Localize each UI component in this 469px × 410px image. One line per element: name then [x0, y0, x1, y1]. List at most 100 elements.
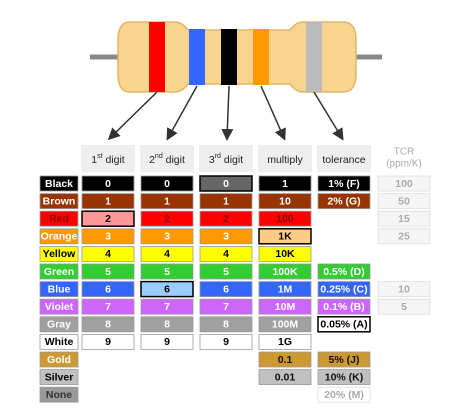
- cell-value: 1M: [278, 283, 293, 295]
- cell-value: 0: [223, 178, 229, 190]
- header-num: 1: [91, 154, 97, 166]
- cell-value: 0: [164, 178, 170, 190]
- color-name: Violet: [45, 301, 74, 313]
- header-label: tolerance: [322, 154, 365, 166]
- header-bg: [140, 145, 194, 172]
- cell-value: 0.01: [275, 371, 296, 383]
- cell-value: 10: [398, 283, 410, 295]
- color-name-bg: [39, 245, 79, 262]
- cell-bg: [258, 316, 312, 333]
- header-num: 3: [209, 154, 215, 166]
- cell-value: 0.05% (A): [320, 319, 367, 331]
- header-label: multiply: [267, 154, 303, 166]
- band: [149, 22, 165, 92]
- color-name-bg: [39, 333, 79, 350]
- header-label: (ppm/K): [386, 159, 422, 170]
- cell-bg: [140, 333, 194, 350]
- cell-bg: [140, 316, 194, 333]
- cell-bg: [258, 369, 312, 386]
- cell-value: 1: [164, 195, 170, 207]
- cell-bg: [81, 245, 135, 262]
- cell-value: 1G: [278, 336, 292, 348]
- header-sup: nd: [155, 153, 163, 160]
- cell-value: 5: [223, 266, 229, 278]
- color-name: Orange: [41, 231, 78, 243]
- cell-bg: [258, 333, 312, 350]
- cell-value: 5: [401, 301, 407, 313]
- band: [189, 29, 205, 85]
- arrows: [107, 85, 344, 141]
- header-text: digit: [103, 154, 125, 166]
- header-bg: [199, 145, 253, 172]
- header-text: multiply: [267, 154, 303, 166]
- cell-value: 2: [164, 213, 170, 225]
- cell-bg: [199, 175, 253, 192]
- cell-bg: [81, 263, 135, 280]
- band: [253, 29, 269, 85]
- color-name-bg: [39, 386, 79, 403]
- band: [306, 22, 322, 92]
- cell-value: 100: [395, 178, 413, 190]
- header-sup: rd: [215, 153, 221, 160]
- cell-bg: [317, 351, 371, 368]
- cell-bg: [258, 228, 312, 245]
- header-bg: [317, 145, 371, 172]
- cell-value: 20% (M): [324, 389, 364, 401]
- arrow: [260, 85, 286, 141]
- color-name-bg: [39, 316, 79, 333]
- header-sup: st: [97, 153, 103, 160]
- cell-value: 50: [398, 195, 410, 207]
- cell-value: 1% (F): [328, 178, 360, 190]
- cell-bg: [317, 386, 371, 403]
- cell-value: 5: [105, 266, 111, 278]
- header-bg: [258, 145, 312, 172]
- cell-bg: [199, 193, 253, 210]
- cell-value: 2: [105, 213, 111, 225]
- cell-value: 0.1: [278, 354, 293, 366]
- cell-bg: [258, 175, 312, 192]
- color-name: Green: [44, 266, 74, 278]
- color-name: Red: [49, 213, 69, 225]
- cell-bg: [199, 281, 253, 298]
- cell-value: 8: [164, 319, 170, 331]
- header-label: 2nd digit: [149, 153, 185, 166]
- cell-bg: [317, 298, 371, 315]
- cell-bg: [81, 281, 135, 298]
- cell-bg: [140, 263, 194, 280]
- cell-value: 0: [105, 178, 111, 190]
- cell-bg: [81, 210, 135, 227]
- cell-bg: [377, 281, 431, 298]
- cell-bg: [317, 263, 371, 280]
- cell-bg: [81, 316, 135, 333]
- arrow: [166, 85, 198, 141]
- cell-value: 7: [105, 301, 111, 313]
- cell-bg: [258, 281, 312, 298]
- cell-bg: [140, 228, 194, 245]
- cell-bg: [317, 193, 371, 210]
- cell-bg: [81, 175, 135, 192]
- cell-value: 4: [223, 248, 229, 260]
- cell-bg: [317, 316, 371, 333]
- cell-value: 100: [276, 213, 294, 225]
- cell-bg: [81, 228, 135, 245]
- color-name-bg: [39, 175, 79, 192]
- cell-bg: [258, 298, 312, 315]
- cell-bg: [258, 263, 312, 280]
- cell-bg: [317, 175, 371, 192]
- cell-value: 10K: [275, 248, 295, 260]
- cell-value: 8: [223, 319, 229, 331]
- header-bg: [81, 145, 135, 172]
- cell-value: 5% (J): [329, 354, 360, 366]
- cell-value: 3: [164, 231, 170, 243]
- color-name-bg: [39, 228, 79, 245]
- header-label: 1st digit: [91, 153, 125, 166]
- cell-bg: [199, 298, 253, 315]
- cell-value: 10% (K): [325, 371, 364, 383]
- cell-bg: [377, 228, 431, 245]
- header-text: digit: [163, 154, 185, 166]
- color-name: Black: [45, 178, 73, 190]
- arrow: [313, 91, 344, 141]
- cell-bg: [199, 228, 253, 245]
- cell-bg: [140, 245, 194, 262]
